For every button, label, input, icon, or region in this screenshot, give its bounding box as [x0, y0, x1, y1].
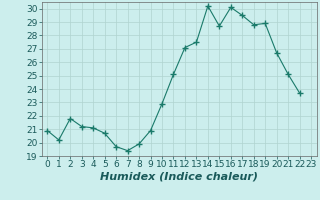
- X-axis label: Humidex (Indice chaleur): Humidex (Indice chaleur): [100, 172, 258, 182]
